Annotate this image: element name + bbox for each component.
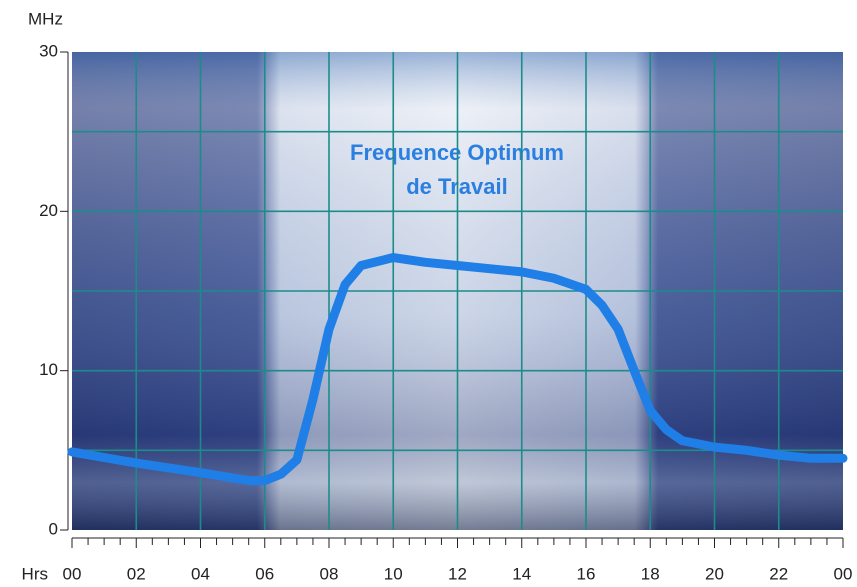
x-tick-label: 22 bbox=[769, 564, 788, 583]
x-tick-label: 04 bbox=[191, 564, 210, 583]
x-tick-label: 16 bbox=[577, 564, 596, 583]
x-tick-label: 20 bbox=[705, 564, 724, 583]
x-tick-label: 02 bbox=[127, 564, 146, 583]
y-tick-label: 0 bbox=[49, 519, 58, 538]
y-tick-label: 20 bbox=[39, 201, 58, 220]
y-axis-label: MHz bbox=[28, 9, 63, 28]
x-tick-label: 18 bbox=[641, 564, 660, 583]
y-tick-label: 30 bbox=[39, 41, 58, 60]
x-tick-label: 10 bbox=[384, 564, 403, 583]
x-tick-label: 06 bbox=[255, 564, 274, 583]
x-tick-label: 08 bbox=[320, 564, 339, 583]
x-tick-label: 00 bbox=[63, 564, 82, 583]
x-tick-label: 12 bbox=[448, 564, 467, 583]
line-series bbox=[67, 253, 848, 486]
y-tick-label: 10 bbox=[39, 360, 58, 379]
x-axis-label: Hrs bbox=[22, 564, 48, 583]
x-tick-label: 00 bbox=[834, 564, 853, 583]
x-tick-label: 14 bbox=[512, 564, 531, 583]
